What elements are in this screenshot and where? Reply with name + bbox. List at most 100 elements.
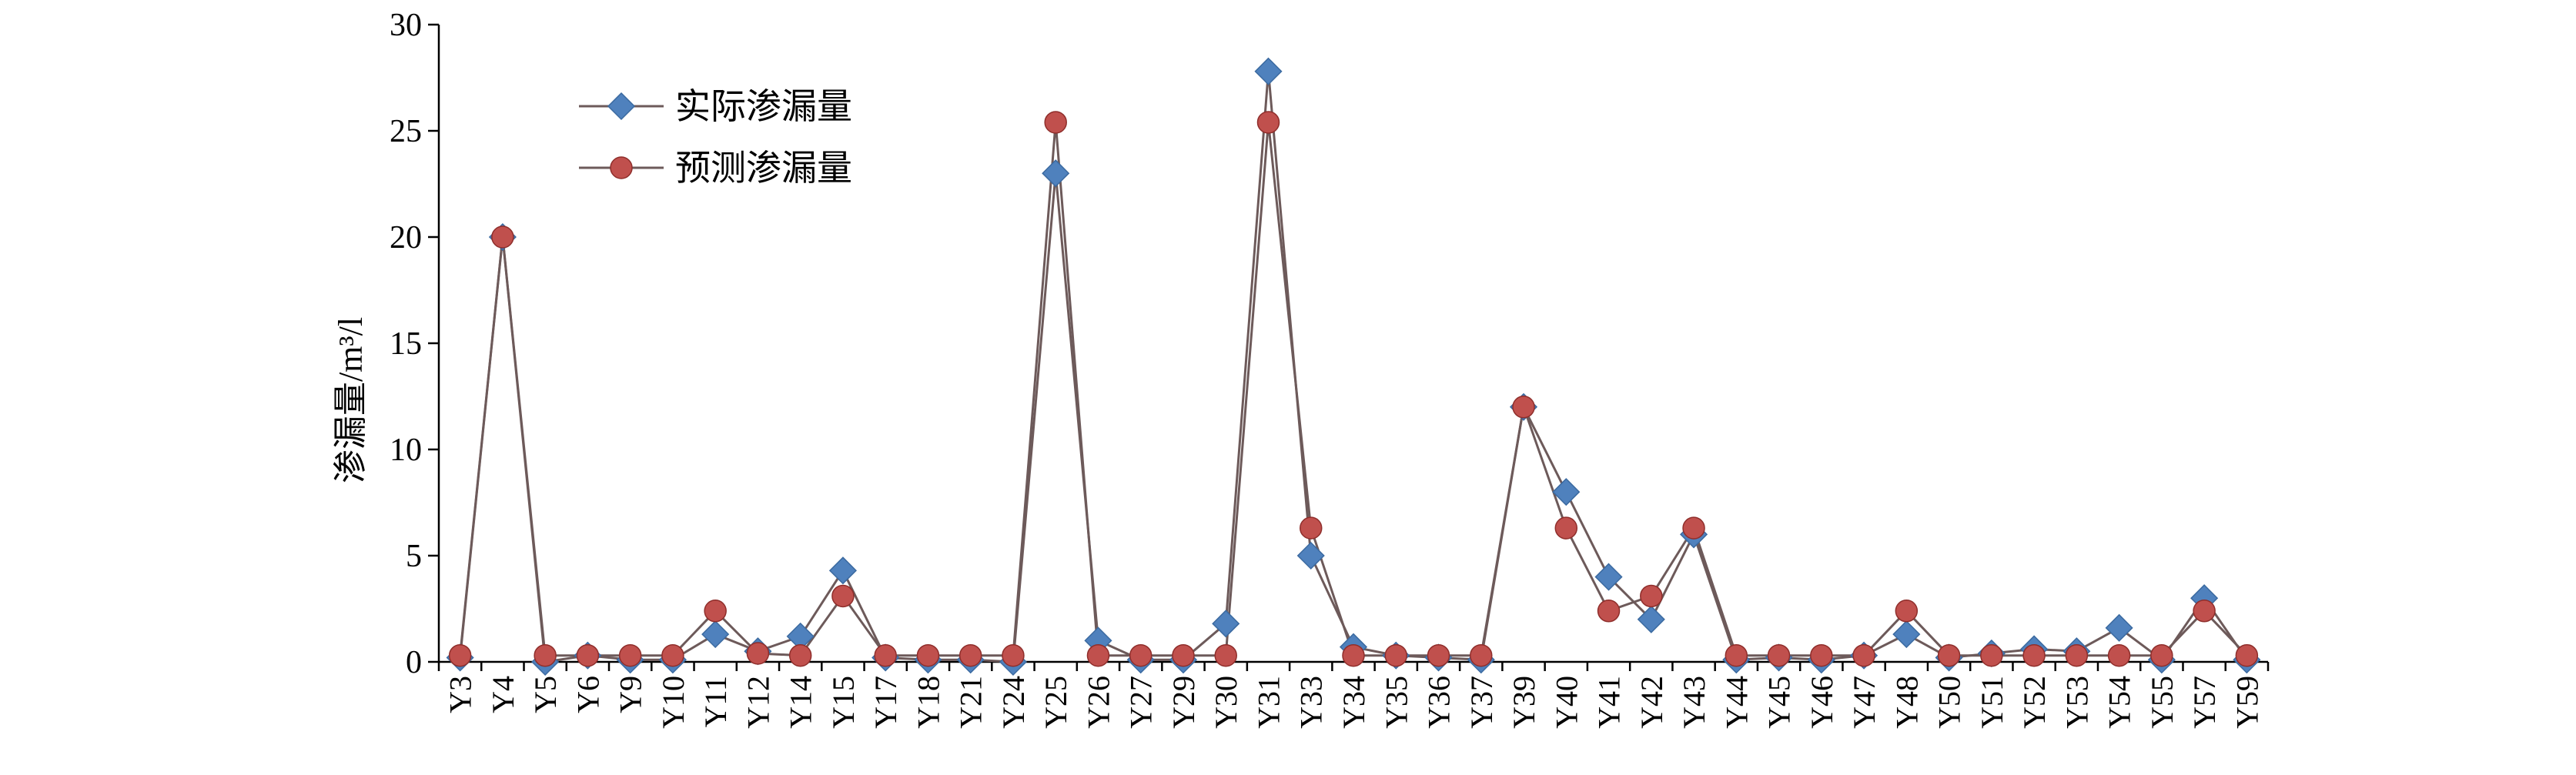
- data-point-circle: [874, 643, 897, 667]
- data-point-circle: [1470, 643, 1493, 667]
- data-point-circle: [746, 642, 770, 665]
- x-tick-label: Y3: [443, 676, 478, 713]
- x-tick-label: Y37: [1464, 676, 1499, 729]
- data-point-circle: [1427, 643, 1450, 667]
- x-tick-label: Y43: [1677, 676, 1711, 729]
- data-point-circle: [2235, 643, 2259, 667]
- data-point-diamond: [2105, 613, 2133, 642]
- x-tick-label: Y30: [1209, 676, 1243, 729]
- data-point-circle: [788, 643, 812, 667]
- x-tick-label: Y53: [2059, 676, 2094, 729]
- data-point-diamond: [1212, 610, 1240, 638]
- x-tick-label: Y17: [868, 676, 903, 729]
- x-tick-label: Y11: [698, 676, 733, 727]
- data-point-circle: [1002, 643, 1025, 667]
- data-point-circle: [1810, 643, 1833, 667]
- y-tick-label: 25: [390, 114, 422, 149]
- legend-label: 实际渗漏量: [675, 87, 852, 126]
- legend-marker-circle: [610, 156, 633, 179]
- data-point-circle: [2065, 643, 2089, 667]
- data-point-circle: [1044, 111, 1067, 134]
- data-point-circle: [576, 643, 600, 667]
- data-point-circle: [1640, 584, 1663, 608]
- x-tick-label: Y35: [1379, 676, 1413, 729]
- x-tick-label: Y59: [2230, 676, 2264, 729]
- data-point-circle: [1172, 643, 1195, 667]
- data-point-circle: [1086, 643, 1110, 667]
- x-tick-label: Y47: [1847, 676, 1882, 729]
- data-point-circle: [1767, 643, 1791, 667]
- x-tick-label: Y18: [911, 676, 945, 729]
- data-point-circle: [534, 643, 557, 667]
- y-tick-label: 5: [406, 539, 422, 574]
- data-point-circle: [2022, 643, 2046, 667]
- data-point-circle: [1852, 643, 1875, 667]
- x-tick-label: Y57: [2187, 676, 2222, 729]
- data-point-circle: [1299, 516, 1323, 539]
- data-point-diamond: [1892, 620, 1921, 649]
- x-tick-label: Y54: [2103, 676, 2137, 729]
- legend-marker-diamond: [607, 92, 636, 121]
- y-tick-label: 10: [390, 433, 422, 468]
- x-tick-label: Y48: [1889, 676, 1924, 729]
- x-tick-label: Y27: [1124, 676, 1159, 729]
- x-tick-label: Y55: [2145, 676, 2180, 729]
- x-tick-label: Y42: [1634, 676, 1669, 729]
- data-point-circle: [448, 643, 472, 667]
- x-tick-label: Y12: [741, 676, 775, 729]
- x-tick-label: Y5: [528, 676, 563, 713]
- data-point-circle: [1512, 396, 1535, 419]
- data-point-circle: [491, 225, 514, 249]
- x-tick-label: Y21: [954, 676, 989, 729]
- x-tick-label: Y14: [784, 676, 818, 729]
- axes: 0 5 10 15 20 25 30 Y3 Y4 Y5 Y6 Y9 Y10 Y11 Y12 Y14 Y15 Y17…: [390, 8, 2270, 729]
- data-point-circle: [1895, 600, 1919, 623]
- data-point-circle: [1597, 600, 1621, 623]
- x-tick-label: Y50: [1932, 676, 1967, 729]
- x-tick-label: Y41: [1592, 676, 1627, 729]
- y-tick-label: 15: [390, 326, 422, 362]
- data-point-circle: [661, 643, 684, 667]
- x-tick-label: Y26: [1081, 676, 1116, 729]
- data-point-circle: [958, 643, 982, 667]
- legend-label: 预测渗漏量: [675, 149, 852, 188]
- y-axis-title: 渗漏量/m³/l: [332, 317, 370, 483]
- data-point-diamond: [1042, 159, 1070, 188]
- data-point-circle: [1554, 516, 1578, 539]
- data-point-circle: [1980, 643, 2003, 667]
- x-tick-label: Y33: [1294, 676, 1329, 729]
- y-tick-label: 20: [390, 220, 422, 256]
- data-point-circle: [1129, 643, 1153, 667]
- x-tick-label: Y36: [1422, 676, 1457, 729]
- x-tick-label: Y51: [1975, 676, 2009, 729]
- data-point-diamond: [1552, 478, 1581, 506]
- series-line-2: [459, 122, 2248, 657]
- x-tick-label: Y31: [1251, 676, 1286, 729]
- data-point-circle: [831, 584, 855, 608]
- data-point-circle: [1342, 643, 1365, 667]
- x-tick-label: Y10: [656, 676, 691, 729]
- data-point-circle: [1682, 516, 1705, 539]
- x-tick-label: Y39: [1507, 676, 1541, 729]
- x-tick-label: Y24: [996, 676, 1031, 729]
- data-point-circle: [1937, 643, 1961, 667]
- x-tick-label: Y29: [1166, 676, 1201, 729]
- x-tick-label: Y46: [1805, 676, 1839, 729]
- data-point-circle: [1214, 643, 1237, 667]
- x-tick-label: Y52: [2017, 676, 2052, 729]
- data-point-diamond: [1296, 541, 1325, 570]
- x-tick-label: Y4: [486, 676, 520, 713]
- x-tick-label: Y25: [1039, 676, 1073, 729]
- data-point-circle: [1256, 111, 1280, 134]
- data-point-circle: [1725, 643, 1748, 667]
- data-point-circle: [916, 643, 940, 667]
- data-point-diamond: [1594, 563, 1623, 591]
- x-tick-label: Y45: [1762, 676, 1797, 729]
- x-tick-label: Y40: [1549, 676, 1584, 729]
- data-point-diamond: [701, 620, 730, 649]
- data-point-circle: [2193, 600, 2216, 623]
- data-point-circle: [704, 600, 727, 623]
- series-markers: [446, 57, 2261, 676]
